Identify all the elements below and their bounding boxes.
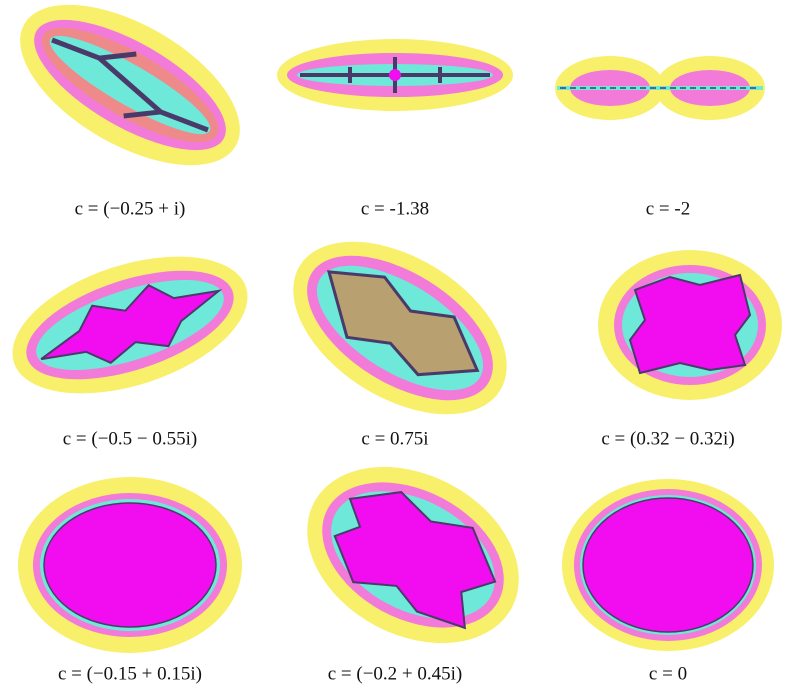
- caption: c = 0.75i: [361, 428, 428, 449]
- julia-set-image: [0, 0, 266, 198]
- julia-set-image: [277, 432, 550, 678]
- julia-set-image: [0, 230, 265, 420]
- figure: c = (−0.25 + i) c = -1.38 c = -2 c = (−0.5 …: [0, 0, 792, 689]
- caption: c = (−0.25 + i): [75, 198, 186, 219]
- caption: c = (−0.2 + 0.45i): [328, 663, 463, 684]
- julia-set-image: [277, 39, 513, 111]
- caption: c = (−0.5 − 0.55i): [63, 428, 198, 449]
- caption: c = -1.38: [361, 198, 429, 219]
- caption: c = (0.32 − 0.32i): [601, 428, 734, 449]
- caption: c = 0: [649, 663, 687, 684]
- caption: c = (−0.15 + 0.15i): [58, 663, 202, 684]
- julia-set-image: [263, 206, 537, 450]
- caption: c = -2: [646, 198, 690, 219]
- julia-set-image: [562, 479, 774, 651]
- julia-set-image: [18, 477, 242, 653]
- julia-set-image: [555, 56, 765, 120]
- julia-set-image: [598, 250, 782, 400]
